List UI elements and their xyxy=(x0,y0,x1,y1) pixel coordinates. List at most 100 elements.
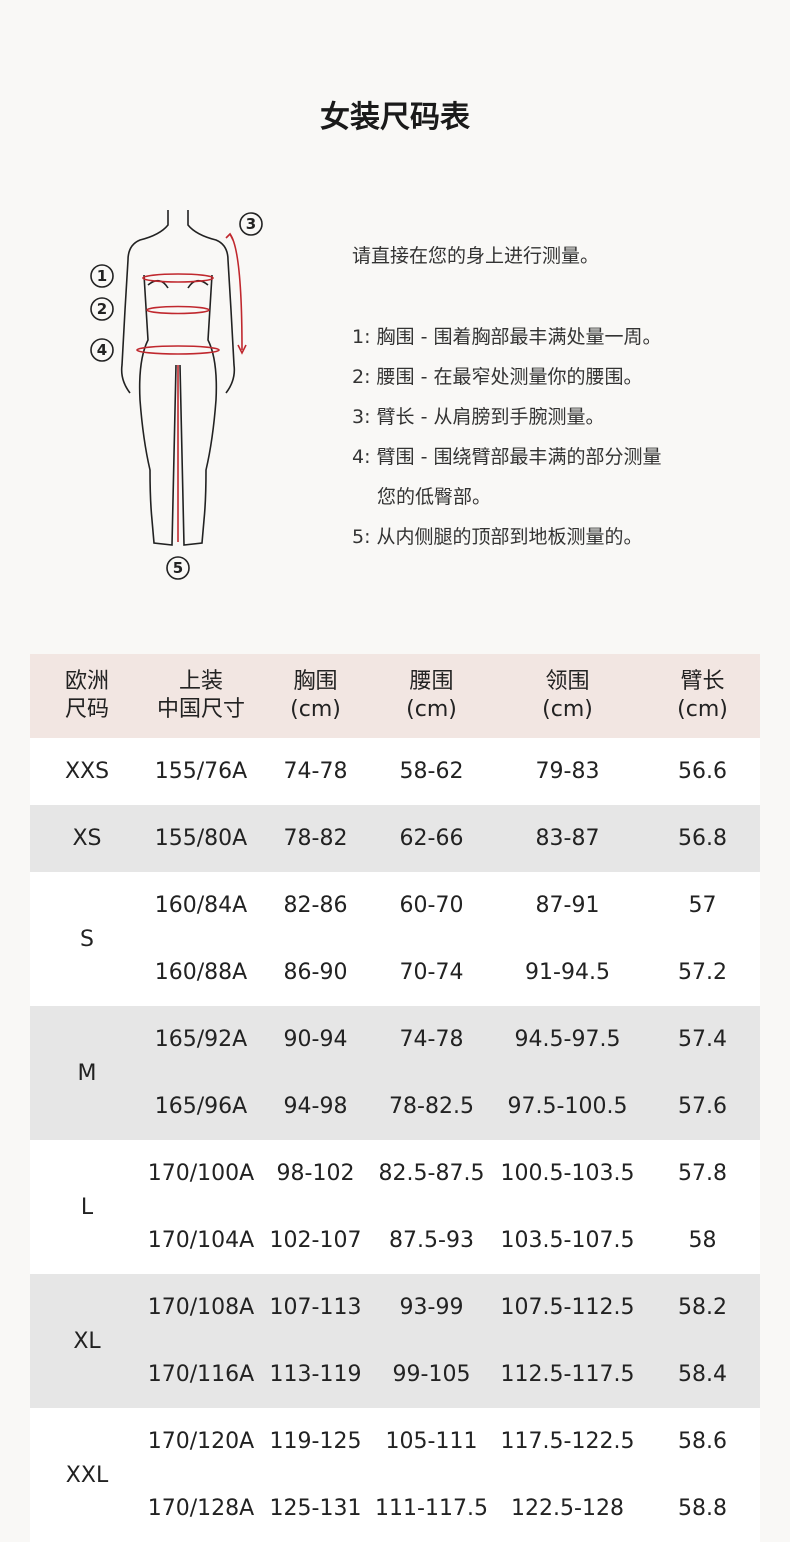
table-cell: 62-66 xyxy=(399,826,464,851)
table-cell: 98-102 xyxy=(276,1161,355,1186)
instruction-item: 2: 腰围 - 在最窄处测量你的腰围。 xyxy=(352,366,643,388)
table-cell: 122.5-128 xyxy=(511,1496,624,1521)
table-cell: 119-125 xyxy=(269,1429,362,1454)
table-cell: 155/76A xyxy=(154,759,248,784)
table-cell: 170/104A xyxy=(147,1228,255,1253)
table-cell: 165/92A xyxy=(154,1027,248,1052)
table-cell: 78-82 xyxy=(283,826,348,851)
table-row: 170/120A 119-125 105-111 117.5-122.5 58.6 xyxy=(144,1408,760,1475)
table-cell: 58.6 xyxy=(678,1429,727,1454)
table-cell: 102-107 xyxy=(269,1228,362,1253)
table-row: 170/104A 102-107 87.5-93 103.5-107.5 58 xyxy=(144,1207,760,1274)
table-cell: 79-83 xyxy=(535,759,600,784)
table-row: 155/80A 78-82 62-66 83-87 56.8 xyxy=(144,805,760,872)
table-cell: 57.8 xyxy=(678,1161,727,1186)
page-title: 女装尺码表 xyxy=(320,100,470,135)
table-cell: 100.5-103.5 xyxy=(500,1161,635,1186)
table-cell: 56.6 xyxy=(678,759,727,784)
table-row: 170/128A 125-131 111-117.5 122.5-128 58.8 xyxy=(144,1475,760,1542)
table-cell: 94-98 xyxy=(283,1094,348,1119)
label-3: 3 xyxy=(246,215,256,233)
size-group: S 160/84A 82-86 60-70 87-91 57 160/88A 86-90 70-… xyxy=(30,872,760,1006)
table-cell: 57.4 xyxy=(678,1027,727,1052)
table-cell: 107.5-112.5 xyxy=(500,1295,635,1320)
table-cell: 125-131 xyxy=(269,1496,362,1521)
table-cell: 57.2 xyxy=(678,960,727,985)
size-table: 欧洲 尺码 上装 中国尺寸 胸围 (cm) 腰围 (cm) 领围 (cm) 臂长 (cm) XXS 15… xyxy=(30,654,760,1542)
table-cell: 82.5-87.5 xyxy=(378,1161,485,1186)
column-header: 欧洲 尺码 xyxy=(64,669,109,722)
size-group: M 165/92A 90-94 74-78 94.5-97.5 57.4 165/96A 94… xyxy=(30,1006,760,1140)
eu-size: S xyxy=(80,926,94,952)
size-group: XXS 155/76A 74-78 58-62 79-83 56.6 xyxy=(30,738,760,805)
table-cell: 170/128A xyxy=(147,1496,255,1521)
table-cell: 58.8 xyxy=(678,1496,727,1521)
table-cell: 70-74 xyxy=(399,960,464,985)
instructions-intro: 请直接在您的身上进行测量。 xyxy=(352,245,600,267)
table-cell: 103.5-107.5 xyxy=(500,1228,635,1253)
table-cell: 105-111 xyxy=(385,1429,478,1454)
table-cell: 117.5-122.5 xyxy=(500,1429,635,1454)
table-cell: 170/108A xyxy=(147,1295,255,1320)
table-cell: 165/96A xyxy=(154,1094,248,1119)
instruction-item: 1: 胸围 - 围着胸部最丰满处量一周。 xyxy=(352,326,662,348)
eu-size: M xyxy=(77,1060,97,1086)
table-cell: 74-78 xyxy=(283,759,348,784)
table-cell: 99-105 xyxy=(392,1362,471,1387)
eu-size: XL xyxy=(73,1328,101,1354)
table-cell: 160/88A xyxy=(154,960,248,985)
table-cell: 93-99 xyxy=(399,1295,464,1320)
body-measurement-figure: 1 2 3 4 5 xyxy=(90,210,263,580)
size-group: XXL 170/120A 119-125 105-111 117.5-122.5 58.6… xyxy=(30,1408,760,1542)
table-row: 155/76A 74-78 58-62 79-83 56.6 xyxy=(144,738,760,805)
size-group: XS 155/80A 78-82 62-66 83-87 56.8 xyxy=(30,805,760,872)
instruction-item: 5: 从内侧腿的顶部到地板测量的。 xyxy=(352,526,643,548)
instruction-item: 4: 臂围 - 围绕臂部最丰满的部分测量 xyxy=(352,446,662,468)
table-cell: 90-94 xyxy=(283,1027,348,1052)
table-cell: 155/80A xyxy=(154,826,248,851)
table-row: 165/96A 94-98 78-82.5 97.5-100.5 57.6 xyxy=(144,1073,760,1140)
label-1: 1 xyxy=(97,267,107,285)
table-cell: 58 xyxy=(688,1228,717,1253)
table-cell: 58.4 xyxy=(678,1362,727,1387)
table-cell: 170/100A xyxy=(147,1161,255,1186)
table-cell: 97.5-100.5 xyxy=(507,1094,628,1119)
table-header: 欧洲 尺码 上装 中国尺寸 胸围 (cm) 腰围 (cm) 领围 (cm) 臂长 (cm) xyxy=(30,654,760,738)
table-cell: 74-78 xyxy=(399,1027,464,1052)
instruction-item: 您的低臀部。 xyxy=(377,486,492,508)
label-2: 2 xyxy=(97,300,107,318)
table-cell: 58.2 xyxy=(678,1295,727,1320)
table-cell: 107-113 xyxy=(269,1295,362,1320)
column-header: 领围 (cm) xyxy=(542,669,593,722)
table-row: 170/100A 98-102 82.5-87.5 100.5-103.5 57.8 xyxy=(144,1140,760,1207)
table-row: 160/84A 82-86 60-70 87-91 57 xyxy=(144,872,760,939)
table-cell: 87-91 xyxy=(535,893,600,918)
table-cell: 86-90 xyxy=(283,960,348,985)
eu-size: XXL xyxy=(65,1462,109,1488)
table-cell: 91-94.5 xyxy=(525,960,610,985)
size-group: L 170/100A 98-102 82.5-87.5 100.5-103.5 57.8 1… xyxy=(30,1140,760,1274)
column-header: 上装 中国尺寸 xyxy=(156,669,245,722)
table-cell: 160/84A xyxy=(154,893,248,918)
table-row: 165/92A 90-94 74-78 94.5-97.5 57.4 xyxy=(144,1006,760,1073)
eu-size: XS xyxy=(72,826,102,851)
label-5: 5 xyxy=(173,559,183,577)
table-row: 170/108A 107-113 93-99 107.5-112.5 58.2 xyxy=(144,1274,760,1341)
table-row: 160/88A 86-90 70-74 91-94.5 57.2 xyxy=(144,939,760,1006)
measurement-instructions: 请直接在您的身上进行测量。 1: 胸围 - 围着胸部最丰满处量一周。 2: 腰围… xyxy=(352,236,661,557)
table-cell: 111-117.5 xyxy=(375,1496,488,1521)
table-cell: 78-82.5 xyxy=(389,1094,474,1119)
column-header: 臂长 (cm) xyxy=(677,669,728,722)
table-cell: 56.8 xyxy=(678,826,727,851)
eu-size: L xyxy=(80,1194,94,1220)
table-cell: 82-86 xyxy=(283,893,348,918)
table-cell: 57.6 xyxy=(678,1094,727,1119)
table-cell: 58-62 xyxy=(399,759,464,784)
table-cell: 112.5-117.5 xyxy=(500,1362,635,1387)
table-cell: 113-119 xyxy=(269,1362,362,1387)
table-cell: 170/120A xyxy=(147,1429,255,1454)
table-row: 170/116A 113-119 99-105 112.5-117.5 58.4 xyxy=(144,1341,760,1408)
table-cell: 57 xyxy=(688,893,717,918)
size-group: XL 170/108A 107-113 93-99 107.5-112.5 58.2 170… xyxy=(30,1274,760,1408)
eu-size: XXS xyxy=(64,759,110,784)
